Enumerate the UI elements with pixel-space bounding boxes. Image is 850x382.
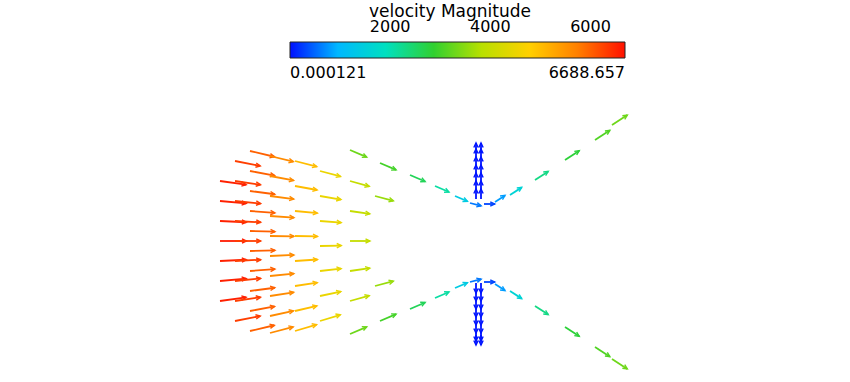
- svg-text:0.000121: 0.000121: [290, 63, 366, 82]
- svg-text:2000: 2000: [369, 16, 411, 36]
- svg-text:velocity Magnitude: velocity Magnitude: [369, 1, 531, 21]
- svg-text:6000: 6000: [570, 17, 611, 36]
- svg-text:4000: 4000: [470, 16, 511, 36]
- svg-text:6688.657: 6688.657: [549, 63, 625, 82]
